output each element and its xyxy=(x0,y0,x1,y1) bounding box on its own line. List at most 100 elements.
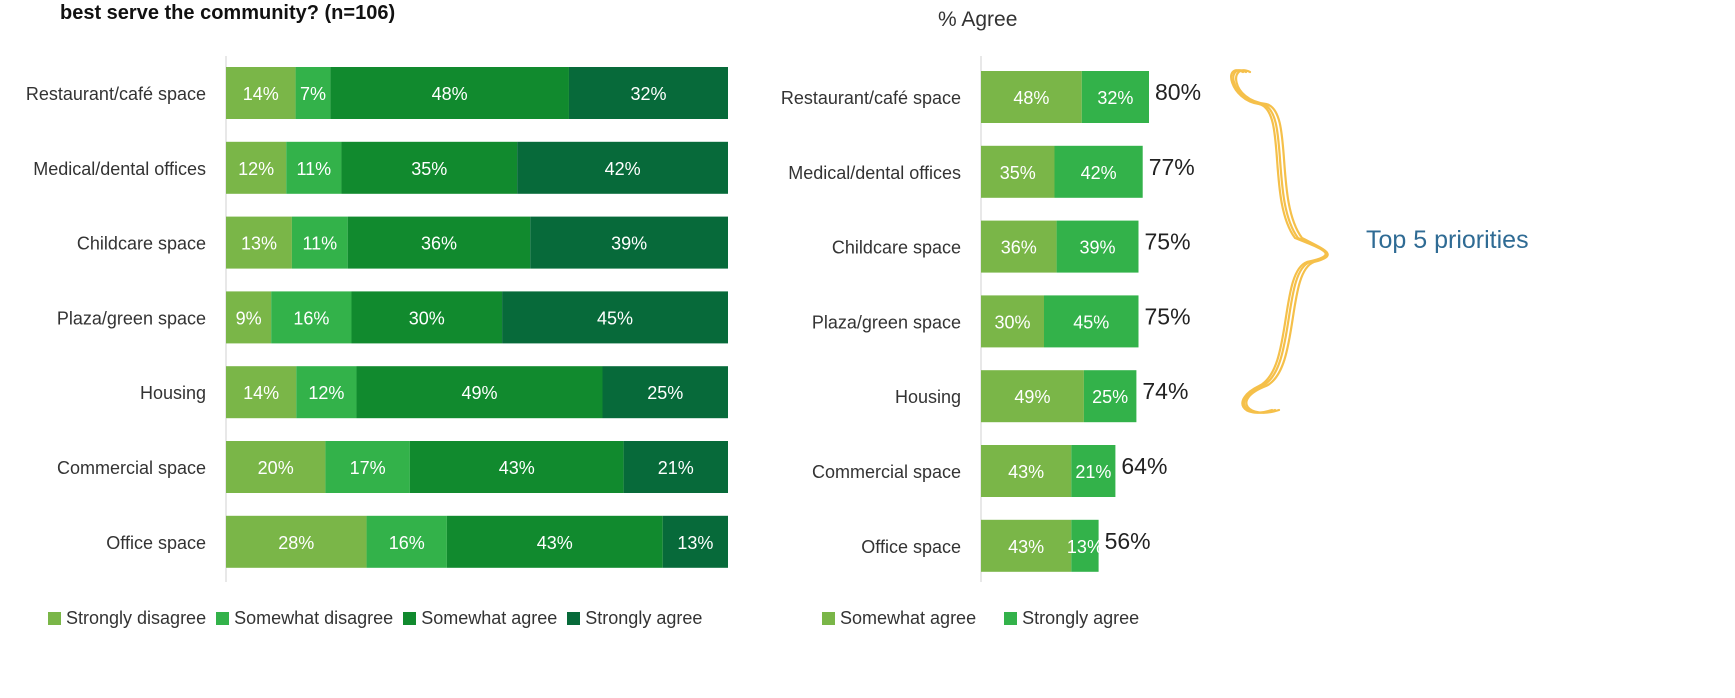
data-label: 21% xyxy=(1075,462,1111,482)
bar-strongly-agree-medical-dental-offices xyxy=(517,141,728,194)
agree-bar-strongly-agree-plaza-green-space xyxy=(1044,295,1139,348)
bar-somewhat-disagree-childcare-space xyxy=(291,216,348,269)
data-label: 32% xyxy=(630,84,666,104)
brace-stroke xyxy=(1230,69,1327,414)
chart-question: best serve the community? (n=106) xyxy=(60,2,396,24)
bar-strongly-agree-plaza-green-space xyxy=(502,291,728,344)
legend-distribution: Strongly disagree Somewhat disagree Somewh… xyxy=(48,608,712,629)
legend-swatch xyxy=(48,612,61,625)
bar-somewhat-agree-plaza-green-space xyxy=(351,291,503,344)
data-label: 30% xyxy=(409,308,445,328)
legend-swatch xyxy=(403,612,417,625)
agree-bar-strongly-agree-office-space xyxy=(1071,519,1099,572)
data-label: 32% xyxy=(1097,88,1133,108)
total-label: 56% xyxy=(1105,528,1151,554)
bar-somewhat-agree-commercial-space xyxy=(409,441,624,493)
total-label: 64% xyxy=(1121,453,1167,479)
data-label: 20% xyxy=(258,458,294,478)
bar-somewhat-agree-office-space xyxy=(446,515,663,568)
total-label: 75% xyxy=(1145,303,1191,329)
agree-bar-strongly-agree-medical-dental-offices xyxy=(1054,145,1143,198)
legend-item-strongly-agree: Strongly agree xyxy=(567,608,702,629)
legend-item-somewhat-agree: Somewhat agree xyxy=(822,608,976,629)
bar-somewhat-disagree-restaurant-caf-space xyxy=(295,67,331,119)
left-category-label: Plaza/green space xyxy=(57,308,206,328)
left-category-label: Commercial space xyxy=(57,458,206,478)
legend-swatch xyxy=(1004,612,1018,625)
bar-strongly-disagree-commercial-space xyxy=(226,441,326,493)
data-label: 39% xyxy=(611,234,647,254)
data-label: 30% xyxy=(994,312,1030,332)
legend-item-strongly-agree: Strongly agree xyxy=(1004,608,1139,629)
agree-bar-somewhat-agree-housing xyxy=(981,370,1084,423)
data-label: 43% xyxy=(537,533,573,553)
legend-label: Strongly disagree xyxy=(66,608,207,628)
agree-bar-strongly-agree-housing xyxy=(1083,370,1137,423)
left-category-label: Restaurant/café space xyxy=(26,84,206,104)
legend-label: Somewhat agree xyxy=(421,608,558,628)
right-category-label: Plaza/green space xyxy=(812,312,961,332)
bar-somewhat-disagree-office-space xyxy=(366,515,447,568)
right-category-label: Childcare space xyxy=(832,238,961,258)
total-label: 74% xyxy=(1142,378,1188,404)
data-label: 49% xyxy=(1014,387,1050,407)
legend-label: Strongly agree xyxy=(585,608,703,628)
bar-strongly-disagree-office-space xyxy=(226,515,367,568)
agree-bar-somewhat-agree-restaurant-caf-space xyxy=(981,71,1082,123)
legend-item-strongly-disagree: Strongly disagree xyxy=(48,608,206,629)
data-label: 13% xyxy=(1067,537,1103,557)
bar-strongly-disagree-housing xyxy=(226,366,297,419)
data-label: 17% xyxy=(350,458,386,478)
bar-strongly-disagree-medical-dental-offices xyxy=(226,141,287,194)
agree-bar-somewhat-agree-office-space xyxy=(981,519,1072,572)
right-category-label: Housing xyxy=(895,387,961,407)
agree-bar-somewhat-agree-childcare-space xyxy=(981,220,1057,273)
right-category-label: Restaurant/café space xyxy=(781,88,961,108)
legend-label: Strongly agree xyxy=(1022,608,1140,628)
top5-brace xyxy=(1230,69,1329,414)
data-label: 45% xyxy=(1073,312,1109,332)
right-category-label: Medical/dental offices xyxy=(788,163,961,183)
data-label: 35% xyxy=(1000,163,1036,183)
agree-bar-strongly-agree-childcare-space xyxy=(1056,220,1139,273)
total-label: 75% xyxy=(1145,229,1191,255)
data-label: 49% xyxy=(461,383,497,403)
data-label: 13% xyxy=(677,533,713,553)
legend-swatch xyxy=(567,612,581,625)
agree-bar-somewhat-agree-commercial-space xyxy=(981,445,1072,497)
bar-strongly-agree-commercial-space xyxy=(623,441,728,493)
agree-chart-title: % Agree xyxy=(938,8,1018,31)
agree-bar-somewhat-agree-medical-dental-offices xyxy=(981,145,1055,198)
data-label: 13% xyxy=(241,234,277,254)
data-label: 7% xyxy=(300,84,326,104)
left-category-label: Medical/dental offices xyxy=(33,159,206,179)
data-label: 11% xyxy=(302,234,337,254)
data-label: 43% xyxy=(1008,462,1044,482)
data-label: 14% xyxy=(243,383,279,403)
data-label: 25% xyxy=(647,383,683,403)
data-label: 21% xyxy=(658,458,694,478)
data-label: 43% xyxy=(1008,537,1044,557)
left-category-label: Office space xyxy=(106,533,206,553)
data-label: 35% xyxy=(411,159,447,179)
bar-somewhat-disagree-plaza-green-space xyxy=(271,291,352,344)
data-label: 36% xyxy=(421,234,457,254)
bar-strongly-agree-office-space xyxy=(662,515,728,568)
data-label: 42% xyxy=(605,159,641,179)
brace-stroke xyxy=(1235,69,1329,414)
total-label: 77% xyxy=(1149,154,1195,180)
bar-somewhat-disagree-medical-dental-offices xyxy=(286,141,342,194)
data-label: 43% xyxy=(499,458,535,478)
total-label: 80% xyxy=(1155,79,1201,105)
bar-somewhat-agree-childcare-space xyxy=(347,216,531,269)
legend-item-somewhat-disagree: Somewhat disagree xyxy=(216,608,393,629)
legend-swatch xyxy=(216,612,230,625)
agree-bar-strongly-agree-restaurant-caf-space xyxy=(1081,71,1149,123)
distribution-chart: Restaurant/café space 14% 7% 48% 32% Medical/… xyxy=(26,56,728,582)
legend-swatch xyxy=(822,612,835,625)
bar-strongly-disagree-childcare-space xyxy=(226,216,292,269)
bar-strongly-agree-childcare-space xyxy=(530,216,728,269)
agree-chart: Restaurant/café space 48% 32% 80% Medical/de… xyxy=(781,56,1201,582)
data-label: 48% xyxy=(1013,88,1049,108)
